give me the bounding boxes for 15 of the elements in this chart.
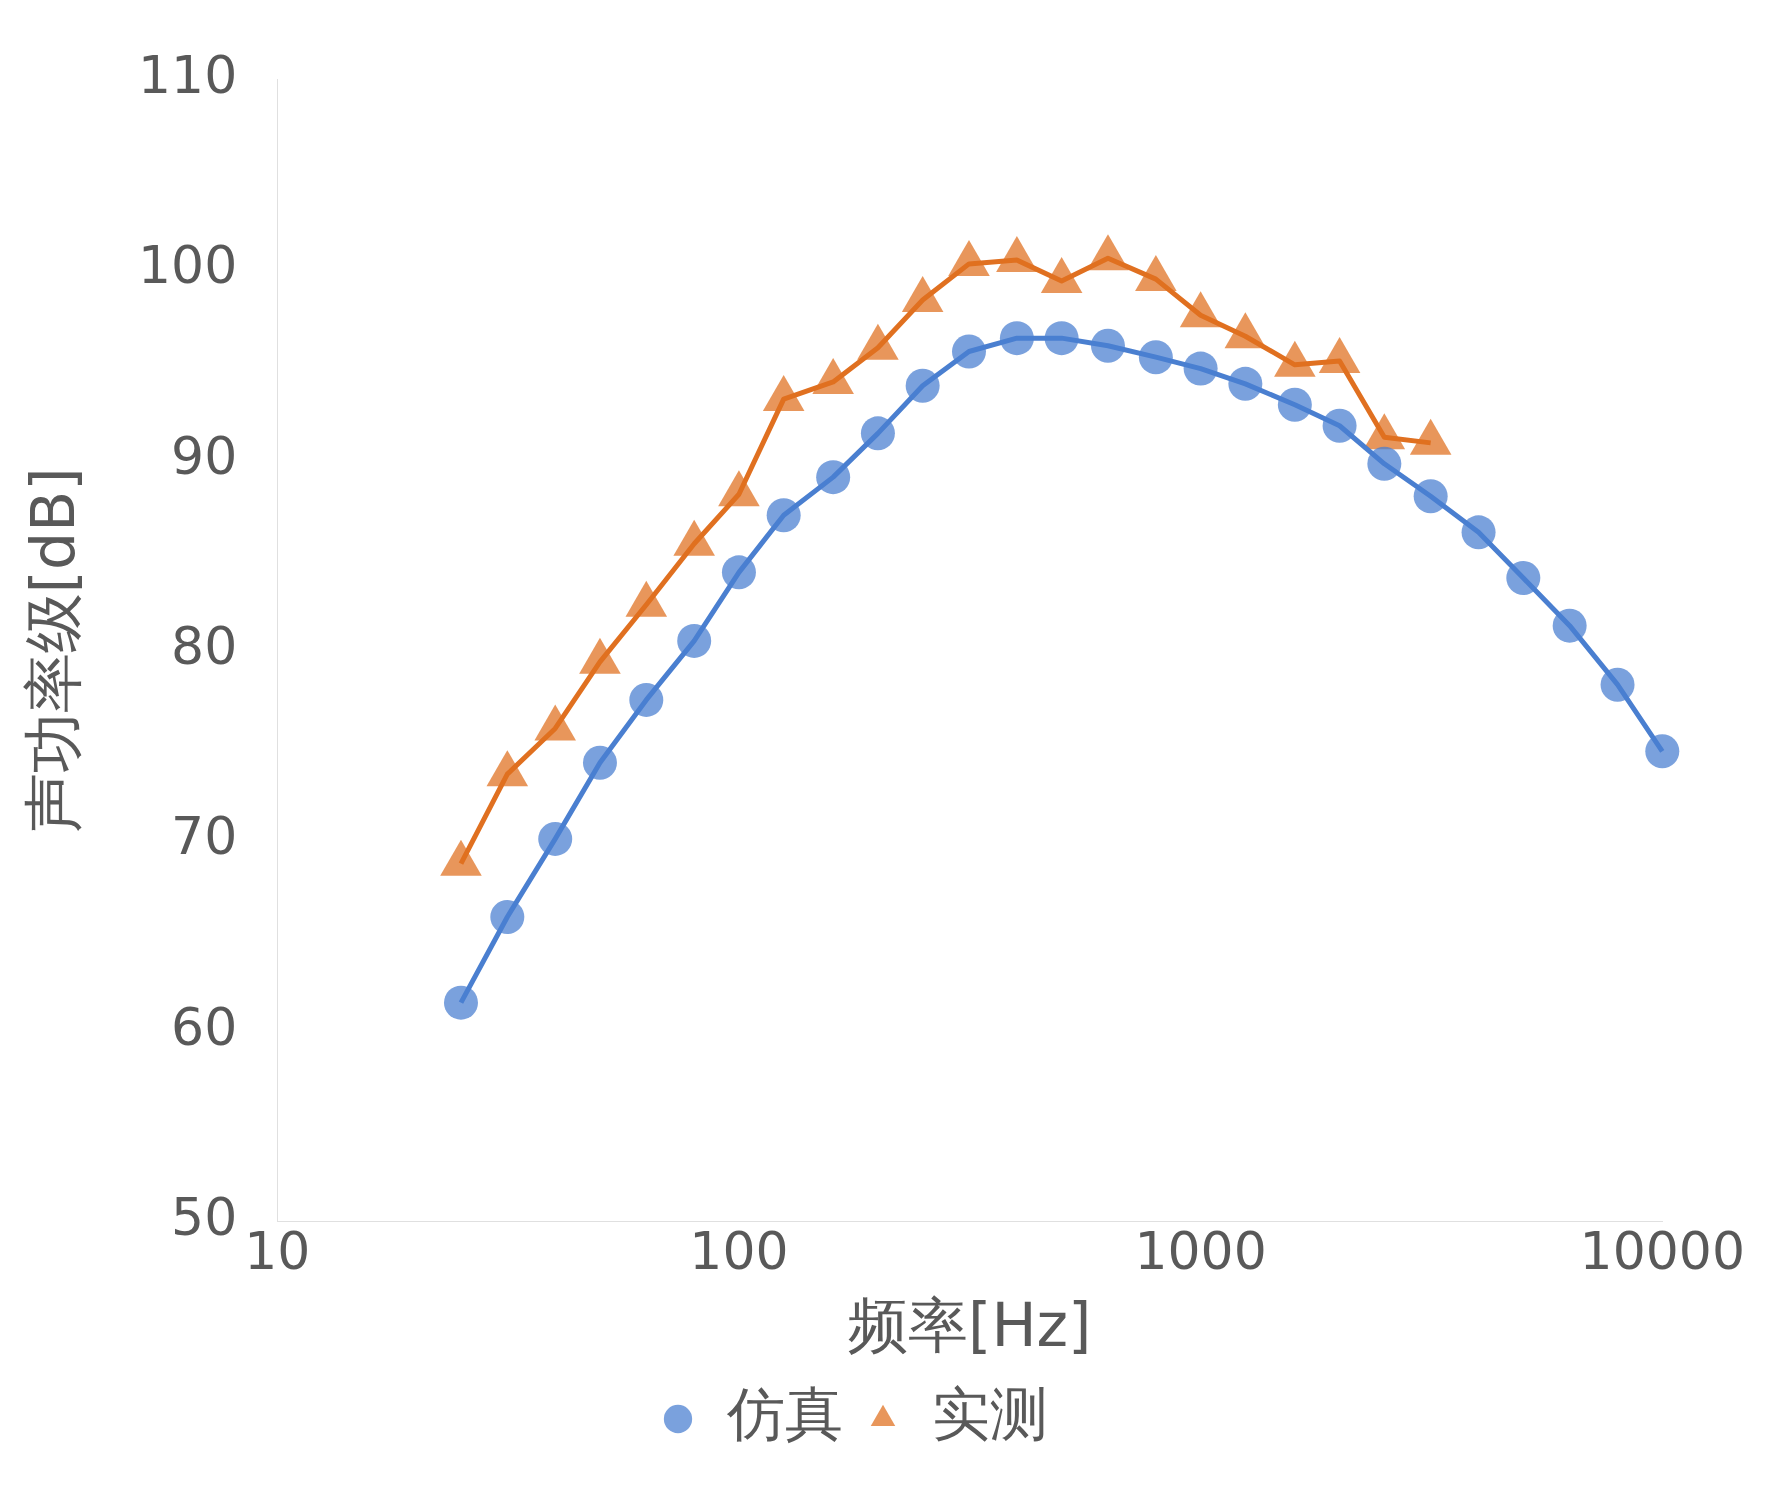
legend-label: 仿真 [726,1380,843,1449]
y-axis-title: 声功率级[dB] [17,467,88,834]
x-tick-label: 100 [689,1221,789,1282]
y-tick-label: 70 [171,806,238,867]
y-tick-label: 100 [137,235,238,296]
x-axis-title: 频率[Hz] [848,1289,1092,1360]
y-tick-label: 90 [171,425,238,486]
y-tick-label: 80 [171,615,238,676]
x-tick-label: 1000 [1134,1221,1267,1282]
legend-label: 实测 [932,1380,1048,1449]
y-tick-label: 50 [171,1187,238,1248]
x-tick-label: 10000 [1579,1221,1745,1282]
x-tick-label: 10 [244,1221,311,1282]
y-tick-label: 60 [171,996,238,1057]
y-tick-label: 110 [137,44,238,105]
